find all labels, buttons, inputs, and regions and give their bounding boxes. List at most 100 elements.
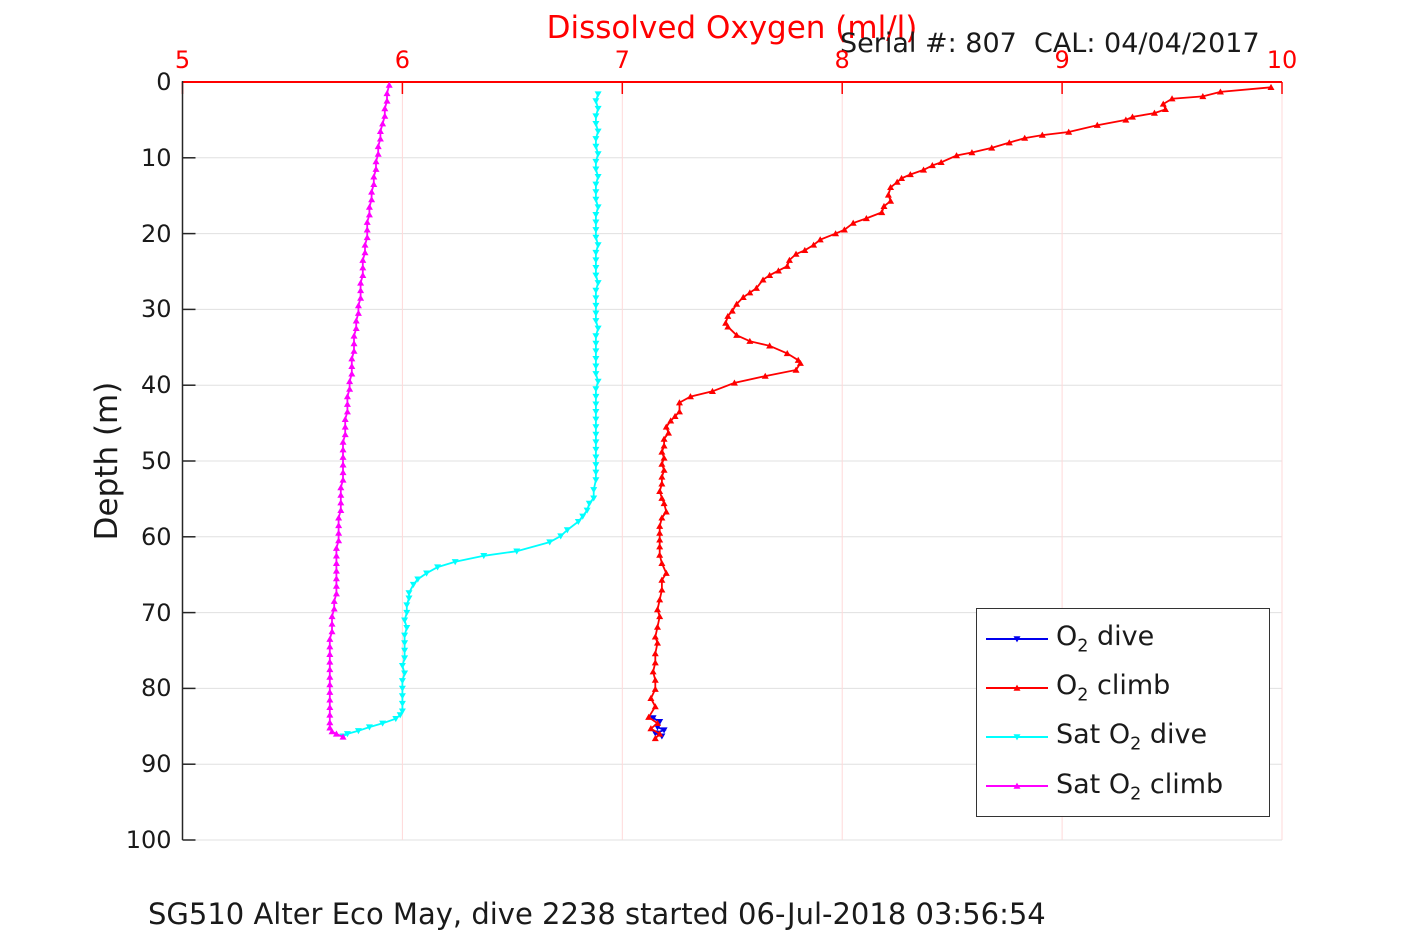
- y-tick-label: 50: [140, 447, 172, 475]
- triangle-up-marker: [887, 183, 895, 191]
- triangle-up-marker: [1216, 88, 1224, 95]
- triangle-up-marker: [357, 294, 365, 301]
- triangle-up-marker: [1199, 93, 1207, 100]
- triangle-down-marker: [1013, 734, 1021, 741]
- triangle-up-marker: [372, 158, 380, 165]
- triangle-down-marker: [592, 98, 600, 105]
- triangle-up-marker: [928, 161, 936, 169]
- triangle-up-marker: [339, 453, 347, 460]
- triangle-up-marker: [339, 476, 347, 483]
- series-o2-climb: [645, 83, 1275, 742]
- triangle-down-marker: [401, 640, 409, 647]
- triangle-down-marker: [401, 632, 409, 639]
- triangle-up-marker: [348, 362, 356, 369]
- triangle-down-marker: [592, 265, 600, 272]
- triangle-down-marker: [592, 219, 600, 226]
- x-tick-label: 10: [1266, 46, 1298, 74]
- dive-info-text: SG510 Alter Eco May, dive 2238 started 0…: [148, 897, 1046, 931]
- triangle-up-marker: [651, 633, 659, 640]
- triangle-up-marker: [343, 393, 351, 400]
- triangle-up-marker: [675, 399, 683, 406]
- triangle-down-marker: [557, 533, 565, 540]
- series-sat-o2-dive-line: [342, 93, 600, 737]
- triangle-up-marker: [647, 694, 655, 701]
- triangle-up-marker: [880, 202, 888, 210]
- triangle-up-marker: [376, 127, 384, 134]
- legend-label: O2 dive: [1056, 620, 1155, 657]
- triangle-down-marker: [592, 439, 600, 446]
- triangle-up-marker: [326, 650, 334, 657]
- triangle-down-marker: [594, 105, 602, 112]
- triangle-up-marker: [662, 569, 670, 576]
- triangle-down-marker: [592, 477, 600, 484]
- triangle-up-marker: [1038, 131, 1046, 138]
- triangle-up-marker: [671, 412, 679, 419]
- triangle-up-marker: [1168, 95, 1176, 102]
- triangle-down-marker: [592, 181, 600, 188]
- triangle-down-marker: [592, 166, 600, 173]
- triangle-down-marker: [398, 708, 406, 715]
- triangle-down-marker: [592, 446, 600, 454]
- x-tick-label: 5: [174, 46, 191, 74]
- triangle-down-marker: [405, 595, 413, 602]
- triangle-up-marker: [359, 264, 367, 271]
- y-tick-label: 100: [125, 826, 172, 854]
- triangle-down-marker: [592, 136, 600, 143]
- triangle-down-marker: [1013, 635, 1021, 643]
- triangle-up-marker: [346, 378, 354, 385]
- triangle-up-marker: [656, 551, 664, 558]
- triangle-up-marker: [761, 372, 769, 379]
- triangle-up-marker: [658, 480, 666, 487]
- legend-line-sample: [986, 635, 1048, 643]
- triangle-down-marker: [594, 280, 602, 287]
- triangle-up-marker: [339, 733, 347, 740]
- triangle-down-marker: [592, 340, 600, 347]
- triangle-down-marker: [594, 151, 602, 158]
- triangle-down-marker: [398, 678, 406, 685]
- triangle-up-marker: [656, 529, 664, 536]
- triangle-up-marker: [810, 241, 818, 248]
- triangle-up-marker: [326, 719, 334, 726]
- triangle-down-marker: [592, 287, 600, 294]
- y-tick-label: 90: [140, 750, 172, 779]
- triangle-up-marker: [335, 529, 343, 536]
- triangle-up-marker: [651, 676, 659, 683]
- triangle-down-marker: [592, 355, 600, 363]
- triangle-down-marker: [579, 513, 587, 520]
- triangle-down-marker: [592, 386, 600, 393]
- triangle-up-marker: [1150, 109, 1158, 116]
- triangle-up-marker: [337, 499, 345, 506]
- triangle-up-marker: [937, 158, 945, 166]
- triangle-up-marker: [332, 544, 340, 551]
- triangle-up-marker: [1013, 684, 1021, 691]
- triangle-down-marker: [592, 469, 600, 476]
- triangle-up-marker: [1267, 83, 1275, 91]
- triangle-up-marker: [658, 494, 666, 501]
- triangle-down-marker: [583, 507, 591, 514]
- triangle-down-marker: [398, 685, 406, 692]
- triangle-down-marker: [423, 570, 431, 577]
- triangle-down-marker: [592, 120, 600, 128]
- triangle-up-marker: [348, 370, 356, 377]
- triangle-up-marker: [348, 355, 356, 362]
- y-tick-label: 10: [140, 143, 172, 172]
- triangle-up-marker: [645, 713, 653, 720]
- triangle-up-marker: [708, 387, 716, 394]
- triangle-up-marker: [381, 112, 389, 119]
- y-tick-label: 30: [140, 295, 172, 324]
- triangle-down-marker: [592, 189, 600, 196]
- triangle-down-marker: [649, 715, 657, 722]
- triangle-up-marker: [801, 246, 809, 253]
- triangle-up-marker: [370, 173, 378, 180]
- triangle-down-marker: [592, 113, 600, 120]
- serial-cal-text: Serial #: 807 CAL: 04/04/2017: [840, 28, 1260, 59]
- legend-item-sat-o2-dive: Sat O2 dive: [977, 719, 1269, 755]
- triangle-down-marker: [398, 693, 406, 700]
- legend-item-o2-dive: O2 dive: [977, 621, 1269, 656]
- triangle-up-marker: [330, 605, 338, 612]
- triangle-up-marker: [339, 461, 347, 468]
- triangle-up-marker: [887, 197, 895, 204]
- triangle-up-marker: [832, 230, 840, 237]
- y-tick-label: 20: [140, 219, 172, 248]
- triangle-down-marker: [513, 548, 521, 555]
